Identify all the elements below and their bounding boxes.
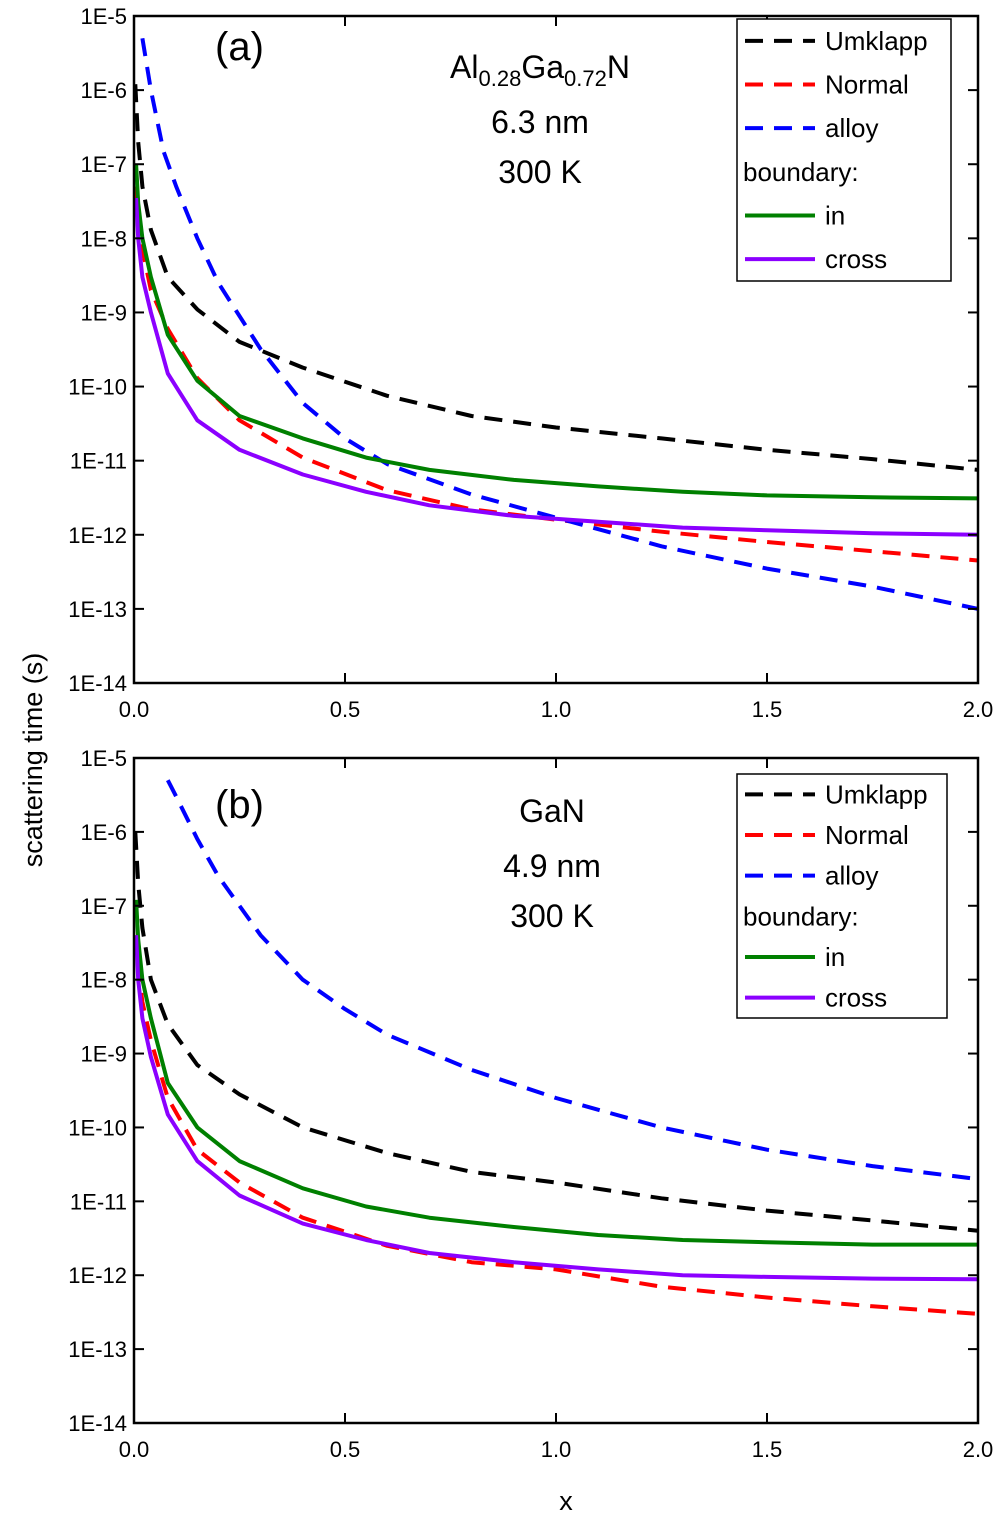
- y-tick-label: 1E-5: [81, 746, 127, 771]
- y-tick-label: 1E-6: [81, 820, 127, 845]
- y-tick-label: 1E-12: [68, 523, 127, 548]
- y-tick-label: 1E-13: [68, 597, 127, 622]
- x-tick-label: 1.0: [541, 1437, 572, 1462]
- series-line-alloy: [166, 779, 978, 1182]
- legend-label-umklapp: Umklapp: [825, 779, 928, 809]
- y-tick-label: 1E-13: [68, 1337, 127, 1362]
- y-tick-label: 1E-14: [68, 1411, 127, 1436]
- y-tick-label: 1E-11: [70, 449, 127, 474]
- series-line-alloy: [140, 37, 978, 611]
- panel-a: 1E-14 1E-13 1E-12 1E-11 1E-10 1E-9 1E-8 1E-7 1E-…: [68, 4, 993, 722]
- thickness-label: 6.3 nm: [491, 104, 589, 140]
- x-tick-label: 1.5: [752, 1437, 783, 1462]
- legend-box: [736, 18, 952, 282]
- legend: Umklapp Normal alloy boundary: in cross: [736, 18, 952, 282]
- x-tick-label: 0.5: [330, 1437, 361, 1462]
- x-tick-label: 1.0: [541, 697, 572, 722]
- thickness-label: 4.9 nm: [503, 848, 601, 884]
- x-tick-label: 2.0: [963, 697, 994, 722]
- x-axis-title: x: [559, 1486, 573, 1516]
- series-line-in: [134, 164, 978, 501]
- series-group: [134, 37, 978, 611]
- temperature-label: 300 K: [498, 154, 582, 190]
- x-tick-label: 2.0: [963, 1437, 994, 1462]
- series-line-cross: [134, 935, 978, 1282]
- legend-group-label: boundary:: [743, 157, 859, 187]
- legend-label-normal: Normal: [825, 820, 909, 850]
- x-tick-label: 1.5: [752, 697, 783, 722]
- series-line-umklapp: [134, 84, 978, 472]
- panel-label: (b): [215, 783, 264, 827]
- y-tick-label: 1E-10: [68, 375, 127, 400]
- legend-label-umklapp: Umklapp: [825, 26, 928, 56]
- y-tick-label: 1E-9: [81, 1042, 127, 1067]
- temperature-label: 300 K: [510, 898, 594, 934]
- legend: Umklapp Normal alloy boundary: in cross: [736, 773, 948, 1019]
- y-tick-label: 1E-8: [81, 968, 127, 993]
- legend-label-normal: Normal: [825, 70, 909, 100]
- y-tick-label: 1E-7: [81, 894, 127, 919]
- legend-label-alloy: alloy: [825, 113, 878, 143]
- legend-label-in: in: [825, 201, 845, 231]
- legend-label-cross: cross: [825, 983, 887, 1013]
- material-label: GaN: [519, 793, 585, 829]
- panel-b: 1E-14 1E-13 1E-12 1E-11 1E-10 1E-9 1E-8 1E-7 1E-…: [68, 746, 993, 1462]
- series-line-in: [134, 899, 978, 1247]
- y-tick-label: 1E-7: [81, 152, 127, 177]
- y-tick-label: 1E-6: [81, 78, 127, 103]
- legend-box: [736, 773, 948, 1019]
- x-tick-label: 0.0: [119, 697, 150, 722]
- legend-label-alloy: alloy: [825, 861, 878, 891]
- y-tick-label: 1E-14: [68, 671, 127, 696]
- legend-label-cross: cross: [825, 244, 887, 274]
- series-line-cross: [134, 197, 978, 537]
- y-tick-label: 1E-12: [68, 1263, 127, 1288]
- y-tick-label: 1E-10: [68, 1115, 127, 1140]
- material-label: Al0.28​Ga0.72​N: [450, 49, 630, 91]
- x-tick-label: 0.0: [119, 1437, 150, 1462]
- panel-label: (a): [215, 25, 264, 69]
- y-tick-label: 1E-8: [81, 226, 127, 251]
- series-group: [134, 779, 978, 1316]
- legend-label-in: in: [825, 942, 845, 972]
- y-tick-label: 1E-9: [81, 300, 127, 325]
- y-tick-label: 1E-5: [81, 4, 127, 29]
- series-line-normal: [134, 935, 978, 1316]
- legend-group-label: boundary:: [743, 901, 859, 931]
- x-tick-label: 0.5: [330, 697, 361, 722]
- y-tick-label: 1E-11: [70, 1189, 127, 1214]
- y-axis-title: scattering time (s): [18, 653, 48, 868]
